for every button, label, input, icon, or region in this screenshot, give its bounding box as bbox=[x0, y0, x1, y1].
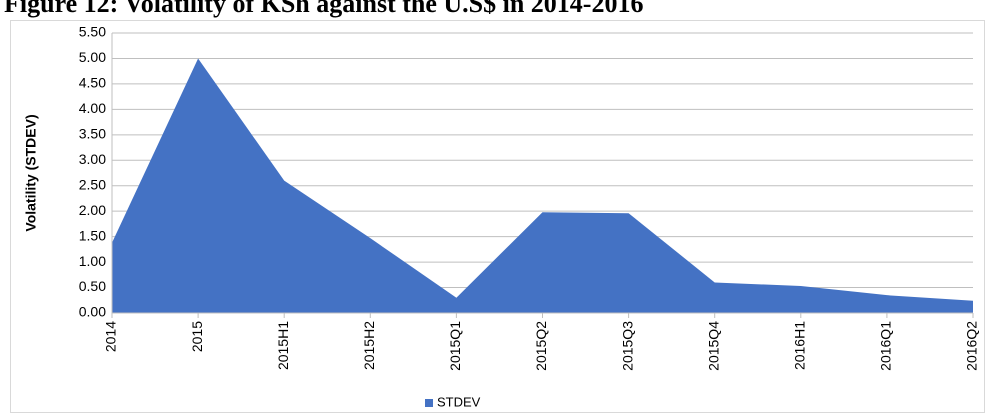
x-tick-label: 2014 bbox=[103, 321, 119, 352]
x-tick-label: 2015Q1 bbox=[447, 321, 463, 371]
x-tick-label: 2015Q4 bbox=[705, 321, 721, 371]
y-tick-label: 2.50 bbox=[79, 176, 106, 192]
x-tick-label: 2015Q2 bbox=[533, 321, 549, 371]
legend-label: STDEV bbox=[437, 394, 481, 409]
y-tick-label: 3.00 bbox=[79, 151, 106, 167]
x-tick-label: 2016Q1 bbox=[878, 321, 894, 371]
x-tick-label: 2016H1 bbox=[792, 321, 808, 370]
y-tick-label: 4.50 bbox=[79, 75, 106, 91]
y-tick-label: 5.00 bbox=[79, 49, 106, 65]
x-tick-label: 2015H1 bbox=[275, 321, 291, 370]
y-axis-label: Volatility (STDEV) bbox=[23, 114, 39, 231]
area bbox=[112, 58, 973, 313]
y-tick-label: 0.00 bbox=[79, 304, 106, 320]
legend-swatch bbox=[425, 399, 433, 407]
y-tick-label: 0.50 bbox=[79, 278, 106, 294]
chart-title: Figure 12: Volatility of KSh against the… bbox=[4, 0, 643, 18]
x-tick-label: 2015H2 bbox=[361, 321, 377, 370]
y-tick-label: 2.00 bbox=[79, 202, 106, 218]
y-tick-label: 1.50 bbox=[79, 227, 106, 243]
y-tick-label: 4.00 bbox=[79, 100, 106, 116]
y-tick-label: 1.00 bbox=[79, 253, 106, 269]
x-tick-label: 2015 bbox=[189, 321, 205, 352]
y-tick-label: 5.50 bbox=[79, 24, 106, 40]
x-tick-label: 2015Q3 bbox=[619, 321, 635, 371]
y-tick-label: 3.50 bbox=[79, 126, 106, 142]
x-tick-label: 2016Q2 bbox=[964, 321, 980, 371]
